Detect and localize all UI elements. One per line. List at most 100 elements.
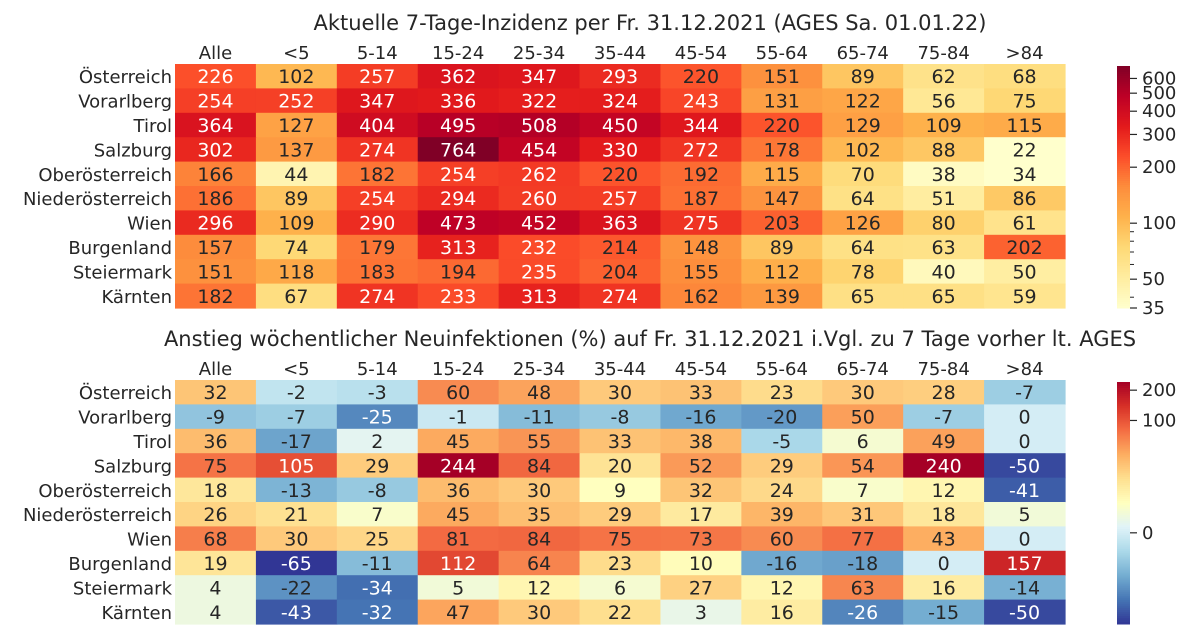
cell-value-label: 3 [695,602,707,624]
colorbar-segment [1117,454,1130,458]
colorbar-segment [1117,537,1130,540]
colorbar-segment [1117,84,1130,87]
colorbar-segment [1117,255,1130,259]
colorbar-segment [1117,440,1130,443]
heatmap-cell [498,380,581,405]
colorbar-segment [1117,498,1130,502]
colorbar-segment [1117,605,1130,609]
colorbar-segment [1117,78,1130,81]
heatmap-cell [903,112,985,138]
cell-value-label: 115 [1006,115,1042,137]
colorbar-segment [1117,259,1130,263]
colorbar-segment [1117,551,1130,554]
cell-value-label: 131 [764,91,800,113]
heatmap-cell [660,550,742,576]
heatmap-cell [741,550,823,576]
cell-value-label: 244 [440,455,476,477]
colorbar-segment [1117,492,1130,496]
colorbar-segment [1117,199,1130,202]
colorbar-segment [1117,521,1130,524]
heatmap-cell [660,161,742,187]
cell-value-label: 294 [440,188,476,210]
colorbar-segment [1117,402,1130,405]
chart-title: Anstieg wöchentlicher Neuinfektionen (%)… [164,327,1136,351]
cell-value-label: 262 [521,164,557,186]
heatmap-cell [984,283,1066,309]
colorbar-segment [1117,74,1130,77]
colorbar-segment [1117,126,1130,130]
heatmap-cell [660,112,742,138]
cell-value-label: 2 [371,431,383,453]
cell-value-label: 363 [602,213,638,235]
colorbar-segment [1117,583,1130,587]
heatmap-cell [984,550,1066,576]
cell-value-label: 40 [932,261,956,283]
colorbar-segment [1117,108,1130,111]
colorbar-segment [1117,191,1130,194]
heatmap-cell [903,88,985,114]
colorbar-segment [1117,229,1130,232]
heatmap-cell [579,137,662,163]
cell-value-label: 45 [446,431,470,453]
colorbar-segment [1117,273,1130,277]
colorbar-segment [1117,579,1130,583]
cell-value-label: 54 [851,455,875,477]
cell-value-label: 34 [1012,164,1036,186]
colorbar-segment [1117,456,1130,460]
colorbar-segment [1117,86,1130,89]
cell-value-label: -7 [1015,382,1034,404]
colorbar-segment [1117,597,1130,601]
heatmap-cell [255,234,338,260]
cell-value-label: 147 [764,188,800,210]
colorbar-segment [1117,450,1130,454]
colorbar-segment [1117,281,1130,285]
cell-value-label: -2 [287,382,306,404]
colorbar-segment [1117,106,1130,109]
cell-value-label: 20 [608,455,632,477]
heatmap-cell [903,64,985,89]
colorbar-segment [1117,217,1130,220]
heatmap-cell [741,477,823,503]
colorbar-segment [1117,112,1130,115]
colorbar-segment [1117,438,1130,441]
column-label: 55-64 [756,359,808,380]
heatmap-cell [579,88,662,114]
cell-value-label: 6 [857,431,869,453]
heatmap-cell [660,283,742,309]
cell-value-label: 7 [371,504,383,526]
colorbar-segment [1117,464,1130,468]
cell-value-label: 51 [932,188,956,210]
colorbar-segment [1117,213,1130,216]
colorbar-segment [1117,189,1130,192]
heatmap-cell [336,186,419,211]
cell-value-label: -1 [449,407,468,429]
column-label: 5-14 [357,359,398,380]
heatmap-cell [984,502,1066,527]
colorbar-segment [1117,287,1130,291]
heatmap-cell [741,64,823,89]
heatmap-cell [822,380,904,405]
cell-value-label: 36 [203,431,227,453]
heatmap-cell [741,575,823,601]
colorbar-segment [1117,148,1130,152]
cell-value-label: 75 [1012,91,1036,113]
colorbar-segment [1117,102,1130,105]
cell-value-label: 302 [197,139,233,161]
cell-value-label: -41 [1009,480,1040,502]
row-label: Kärnten [101,603,172,624]
cell-value-label: 12 [770,577,794,599]
column-label: >84 [1006,359,1044,380]
cell-value-label: 127 [278,115,314,137]
heatmap-cell [498,210,581,236]
cell-value-label: 44 [284,164,308,186]
colorbar-segment [1117,241,1130,244]
cell-value-label: 347 [359,91,395,113]
colorbar-segment [1117,382,1130,385]
heatmap-cell [255,259,338,285]
cell-value-label: -11 [524,407,555,429]
heatmap-cell [417,428,500,454]
cell-value-label: 6 [614,577,626,599]
heatmap-cell [741,526,823,552]
colorbar-segment [1117,166,1130,170]
heatmap-cell [579,161,662,187]
